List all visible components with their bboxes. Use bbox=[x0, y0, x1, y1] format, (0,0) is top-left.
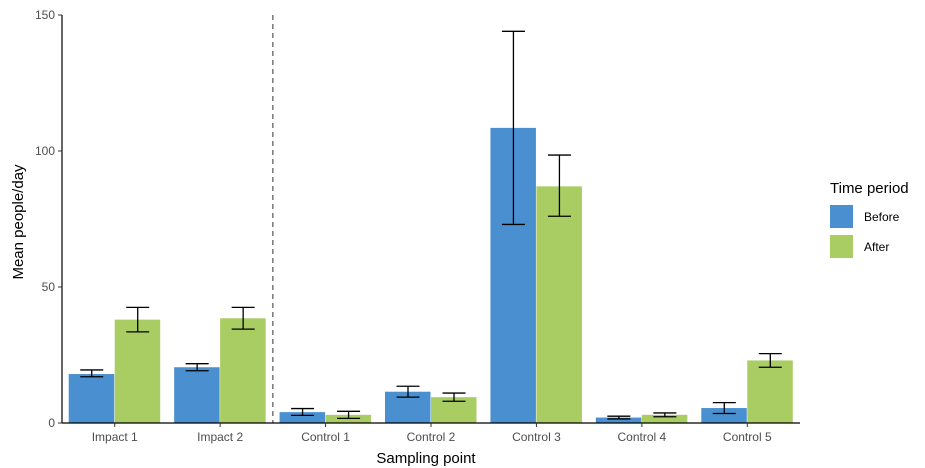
x-axis: Impact 1 Impact 2 Control 1 Control 2 Contro… bbox=[62, 422, 800, 444]
bar-before bbox=[174, 367, 220, 423]
x-tick-label: Impact 1 bbox=[92, 430, 138, 444]
plot-area bbox=[68, 15, 793, 423]
bar-after bbox=[536, 186, 582, 423]
bar-after bbox=[114, 319, 161, 423]
y-tick-label: 100 bbox=[35, 144, 55, 158]
bar-before bbox=[595, 417, 642, 423]
y-axis-title: Mean people/day bbox=[10, 164, 27, 280]
legend-swatch-after bbox=[830, 235, 853, 258]
x-tick-label: Control 4 bbox=[618, 430, 667, 444]
x-tick-label: Control 5 bbox=[723, 430, 772, 444]
bar-before bbox=[68, 374, 115, 423]
legend-label-before: Before bbox=[864, 210, 900, 224]
x-tick-label: Control 1 bbox=[301, 430, 350, 444]
legend-title: Time period bbox=[830, 180, 909, 197]
x-tick-label: Control 2 bbox=[407, 430, 456, 444]
x-tick-label: Control 3 bbox=[512, 430, 561, 444]
bar-after bbox=[220, 318, 266, 423]
legend-swatch-before bbox=[830, 205, 853, 228]
y-tick-label: 0 bbox=[48, 416, 55, 430]
bar-before bbox=[279, 412, 326, 423]
bar-after bbox=[641, 414, 688, 423]
x-axis-title: Sampling point bbox=[376, 450, 476, 467]
x-tick-label: Impact 2 bbox=[197, 430, 243, 444]
y-tick-label: 150 bbox=[35, 8, 55, 22]
bar-before bbox=[701, 408, 747, 423]
legend-label-after: After bbox=[864, 240, 889, 254]
y-axis: 0 50 100 150 bbox=[35, 8, 63, 430]
bar-after bbox=[747, 360, 793, 423]
y-tick-label: 50 bbox=[42, 280, 56, 294]
legend: Time period Before After bbox=[830, 180, 909, 258]
